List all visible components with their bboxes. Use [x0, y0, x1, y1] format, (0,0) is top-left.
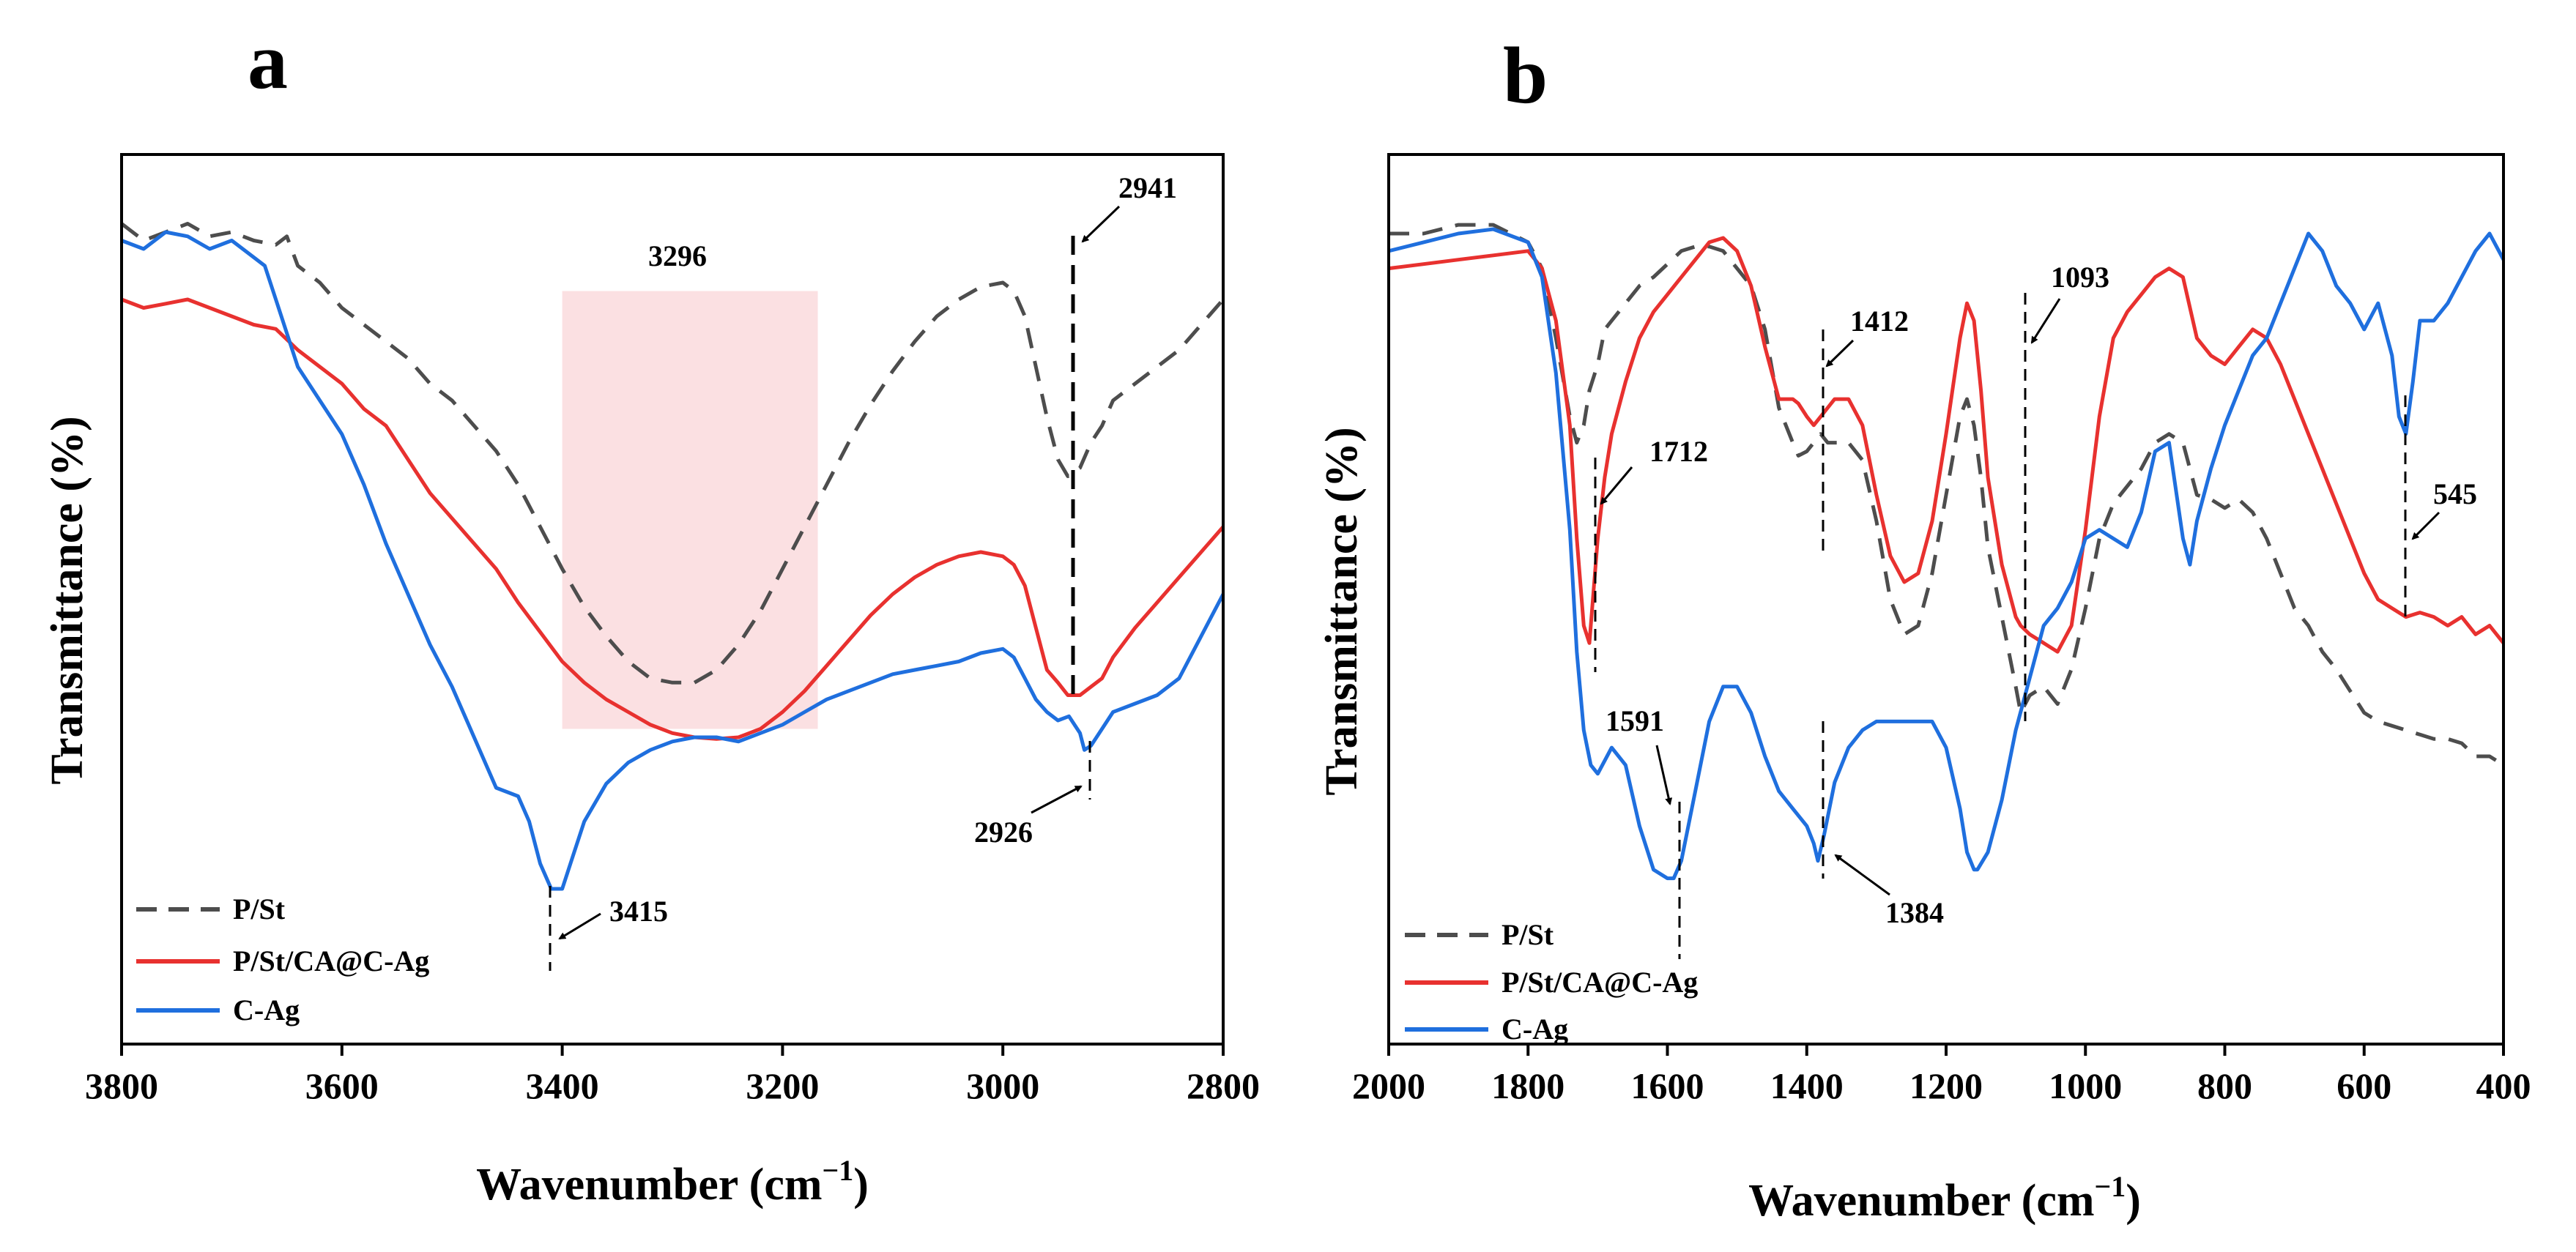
panel-b-x-tick-label: 800: [2197, 1065, 2252, 1106]
panel-a-arrow-2926: [1031, 785, 1083, 814]
panel-a: a 3800 3600 3400 3200 3000 2800 3296 2941 292…: [42, 16, 1260, 1210]
panel-b-arrow-1384: [1834, 854, 1890, 896]
panel-b: b 2000 1800 1600 1400 1200 1000 800 600 400 1712…: [1317, 31, 2531, 1226]
panel-b-annotation-1712: 1712: [1649, 435, 1708, 468]
panel-b-annotation-1412: 1412: [1850, 305, 1909, 338]
panel-b-annotation-1591: 1591: [1606, 704, 1664, 737]
panel-a-x-tick-label: 3800: [85, 1065, 158, 1106]
panel-a-x-tick-label: 3400: [526, 1065, 599, 1106]
panel-a-x-tick-label: 3600: [305, 1065, 379, 1106]
panel-b-x-tick-label: 2000: [1352, 1065, 1425, 1106]
panel-b-series: [1388, 223, 2506, 881]
panel-b-x-tick-label: 1600: [1631, 1065, 1704, 1106]
panel-a-x-tick-label: 3200: [746, 1065, 819, 1106]
panel-b-letter: b: [1503, 31, 1548, 120]
panel-a-letter: a: [248, 16, 288, 105]
panel-a-annotation-3415: 3415: [609, 895, 668, 928]
panel-a-annotation-2926: 2926: [974, 816, 1033, 849]
panel-b-arrow-1412: [1825, 339, 1855, 368]
panel-b-legend-label-pstca: P/St/CA@C-Ag: [1502, 966, 1698, 999]
panel-a-arrow-2941: [1081, 205, 1121, 243]
panel-a-x-tick-label: 3000: [966, 1065, 1039, 1106]
panel-a-y-axis-title: Transmittance (%): [42, 416, 92, 784]
panel-a-legend-label-pstca: P/St/CA@C-Ag: [233, 944, 429, 977]
panel-b-y-axis-title: Transmittance (%): [1317, 427, 1367, 795]
panel-a-arrow-3415: [558, 912, 601, 940]
panel-a-legend-label-cag: C-Ag: [233, 994, 300, 1026]
panel-a-x-axis-title: Wavenumber (cm−1): [476, 1154, 869, 1210]
panel-b-annotation-1384: 1384: [1885, 896, 1944, 929]
panel-b-series-p-st-ca-c-ag: [1388, 236, 2505, 654]
panel-b-x-ticks: 2000 1800 1600 1400 1200 1000 800 600 400: [1352, 1044, 2531, 1106]
panel-a-plot-frame: [120, 153, 1225, 1046]
panel-b-legend-label-cag: C-Ag: [1502, 1013, 1568, 1046]
panel-a-series: [120, 222, 1225, 891]
panel-b-series-c-ag: [1388, 227, 2506, 881]
panel-b-legend: P/St P/St/CA@C-Ag C-Ag: [1405, 918, 1698, 1046]
panel-a-legend-label-pst: P/St: [233, 893, 286, 925]
panel-b-series-p-st: [1389, 223, 2505, 767]
panel-b-x-tick-label: 1200: [1909, 1065, 1983, 1106]
panel-a-x-ticks: 3800 3600 3400 3200 3000 2800: [85, 1044, 1260, 1106]
panel-b-x-tick-label: 1000: [2049, 1065, 2122, 1106]
panel-b-arrow-1093: [2030, 298, 2061, 344]
panel-a-annotation-3296: 3296: [648, 239, 707, 272]
panel-a-x-tick-label: 2800: [1187, 1065, 1260, 1106]
panel-b-x-tick-label: 1400: [1770, 1065, 1844, 1106]
panel-b-annotation-1093: 1093: [2051, 261, 2109, 294]
panel-b-arrow-1712: [1600, 466, 1633, 505]
panel-b-x-tick-label: 600: [2336, 1065, 2391, 1106]
panel-b-legend-label-pst: P/St: [1502, 918, 1554, 951]
panel-b-annotation-545: 545: [2433, 477, 2477, 510]
panel-a-legend: P/St P/St/CA@C-Ag C-Ag: [136, 893, 429, 1026]
panel-b-arrow-1591: [1655, 745, 1673, 805]
panel-b-arrow-545: [2411, 511, 2440, 540]
panel-a-series-c-ag: [121, 230, 1225, 891]
panel-a-series-p-st: [120, 222, 1225, 685]
panel-a-highlight-band: [562, 291, 818, 729]
panel-a-annotation-2941: 2941: [1118, 171, 1177, 204]
panel-b-x-tick-label: 400: [2476, 1065, 2531, 1106]
panel-b-x-axis-title: Wavenumber (cm−1): [1748, 1170, 2141, 1226]
panel-b-x-tick-label: 1800: [1491, 1065, 1564, 1106]
